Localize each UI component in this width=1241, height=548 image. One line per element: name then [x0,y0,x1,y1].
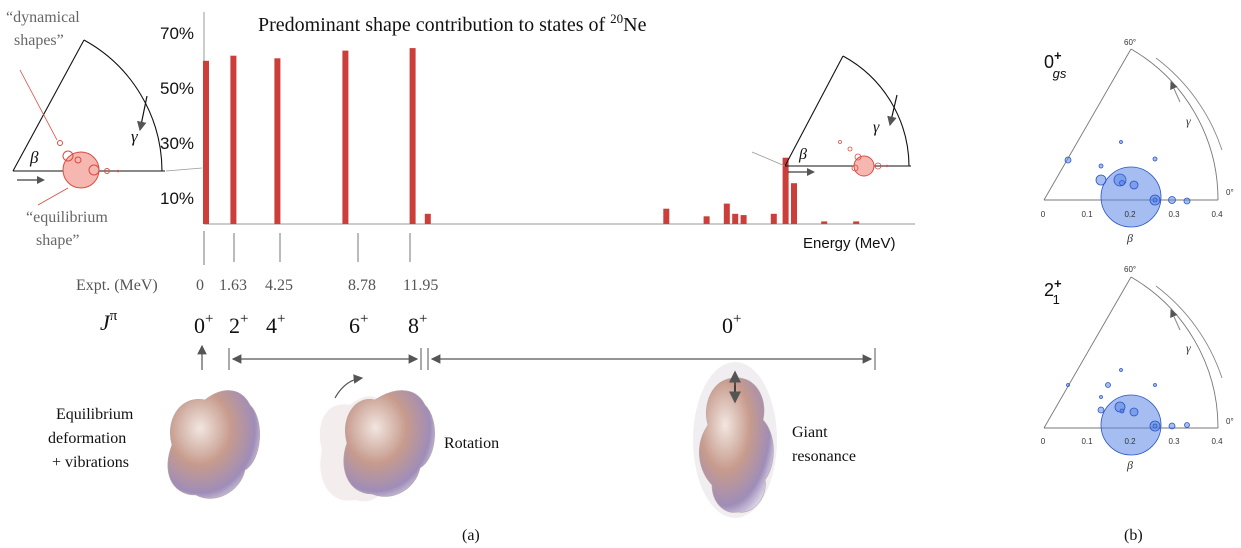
bar-6 [663,208,670,224]
bar-series [203,48,860,225]
spin-label: 2+ [229,311,248,338]
bar-1 [230,55,237,225]
spin-label: 8+ [408,311,427,338]
gamma-label: γ [1186,114,1191,128]
state-label-gs: 0+ gs [1044,48,1067,81]
angle-0-label: 0° [1226,417,1234,426]
y-tick-label: 70% [160,24,194,43]
x-axis-label: Energy (MeV) [803,235,896,252]
chart-title-main: Predominant shape contribution to states… [258,14,610,36]
beta-label: β [798,146,807,163]
x-tick-label: 0.2 [1124,437,1136,446]
x-tick-label: 0.4 [1211,210,1223,219]
state-label-2plus: 2+ 1 [1044,276,1062,307]
rotation-shape [319,374,435,502]
equilibrium-shape-label: “equilibrium shape” [26,209,112,249]
bar-4 [409,48,416,224]
spin-label: 0+ [722,311,741,338]
bar-5 [424,213,431,224]
rotation-caption: Rotation [444,435,499,452]
bar-10 [740,215,747,224]
x-tick-label: 0.4 [1211,437,1223,446]
x-tick-label: 0.1 [1081,437,1093,446]
chart-title-sup: 20 [610,11,623,26]
dynamical-shapes-label: “dynamical shapes” [6,9,84,49]
expt-ticks [203,231,411,265]
spin-label: 6+ [349,311,368,338]
bar-0 [203,60,209,224]
bar-14 [821,221,828,224]
caption-b: (b) [1124,527,1143,544]
bar-7 [703,216,710,224]
expt-value: 4.25 [265,277,293,294]
beta-label: β [1126,231,1133,245]
left-beta-gamma-wedge: γ β [12,39,203,206]
chart-title-tail: Ne [623,14,646,36]
bar-3 [342,50,349,224]
expt-value: 0 [196,277,204,294]
equilibrium-shape [167,390,260,499]
giant-caption: Giant resonance [792,424,856,465]
expt-label: Expt. (MeV) [76,277,158,294]
gamma-label: γ [1186,341,1191,355]
gamma-label: γ [873,119,880,136]
bar-11 [770,213,777,224]
equilibrium-caption: Equilibrium deformation + vibrations [48,406,137,471]
x-tick-label: 0.3 [1168,210,1180,219]
bar-13 [791,183,797,224]
giant-resonance-shape [693,362,777,518]
bar-9 [732,213,739,224]
beta-label: β [1126,458,1133,472]
panel-a: Predominant shape contribution to states… [6,9,915,544]
y-tick-label: 10% [160,189,194,208]
y-tick-label: 30% [160,134,194,153]
bar-15 [853,221,860,224]
expt-value: 11.95 [403,277,438,294]
x-tick-label: 0.2 [1124,210,1136,219]
angle-0-label: 0° [1226,188,1234,197]
x-tick-label: 0.1 [1081,210,1093,219]
y-tick-label: 50% [160,79,194,98]
spin-label: 0+ [194,311,213,338]
expt-value: 8.78 [348,277,376,294]
jpi-label: Jπ [100,308,118,335]
angle-60-label: 60° [1124,265,1136,274]
spin-label: 4+ [266,311,285,338]
expt-value: 1.63 [219,277,247,294]
panel-b: γ 60° 0° 0 0.1 0.2 0.3 0.4 [1041,38,1234,544]
beta-gamma-plot-2plus: γ 60° 0° 0 0.1 0.2 0.3 [1041,265,1234,472]
x-tick-label: 0 [1041,437,1046,446]
bar-12 [782,157,789,224]
chart-title: Predominant shape contribution to states… [258,11,647,36]
x-tick-label: 0.3 [1168,437,1180,446]
gamma-label: γ [131,127,139,146]
x-tick-label: 0 [1041,210,1046,219]
bar-8 [723,203,730,224]
bar-2 [274,58,281,225]
beta-gamma-plot-gs: γ 60° 0° 0 0.1 0.2 0.3 0.4 [1041,38,1234,245]
beta-label: β [29,148,39,167]
right-beta-gamma-wedge: γ β [751,55,911,177]
angle-60-label: 60° [1124,38,1136,47]
caption-a: (a) [462,527,480,544]
